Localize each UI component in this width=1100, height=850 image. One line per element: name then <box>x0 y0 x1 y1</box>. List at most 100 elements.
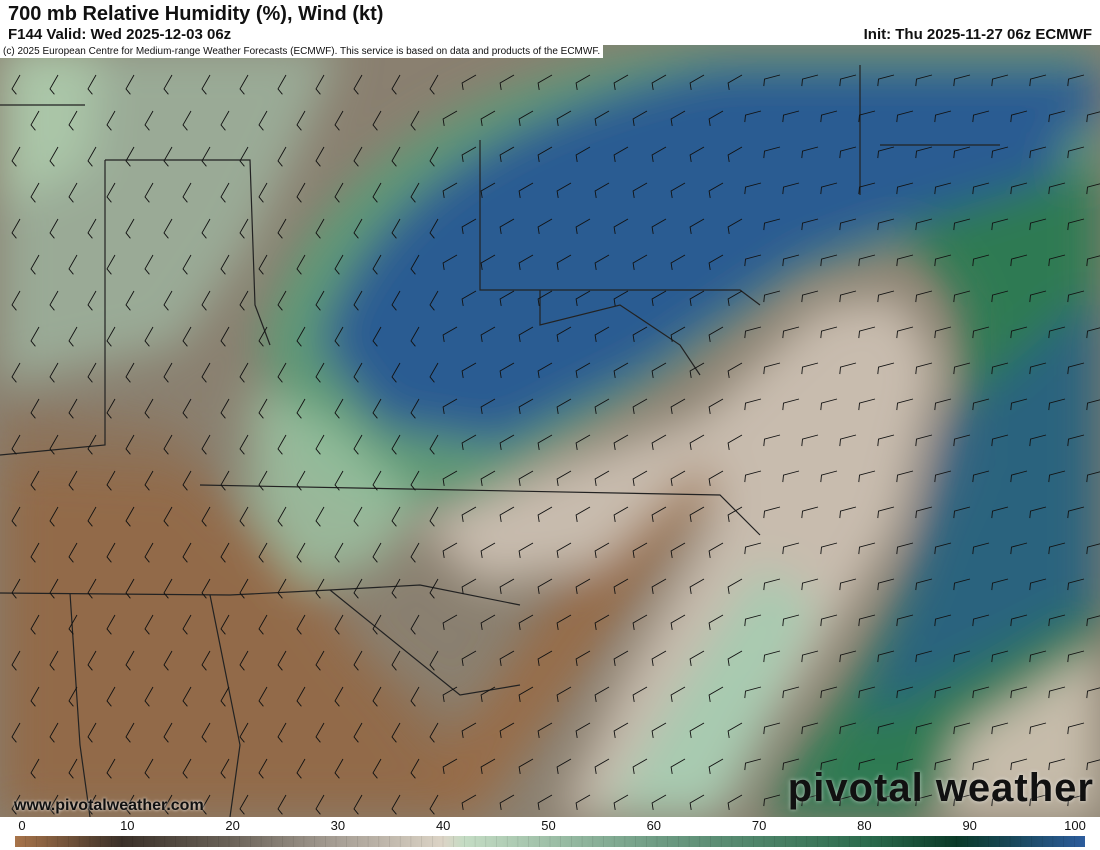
wind-barb <box>1029 650 1047 663</box>
wind-barb <box>839 218 857 231</box>
wind-barb <box>442 326 458 342</box>
wind-barb <box>68 110 78 131</box>
wind-barb <box>125 218 135 239</box>
wind-barb <box>991 218 1009 231</box>
wind-barb <box>11 722 21 743</box>
wind-barb <box>1029 290 1047 303</box>
wind-barb <box>708 398 724 414</box>
wind-barb <box>896 470 914 483</box>
wind-barb <box>689 506 705 522</box>
wind-barb <box>258 614 268 635</box>
wind-barb <box>744 326 762 339</box>
wind-barb <box>372 542 382 563</box>
wind-barb <box>915 362 933 375</box>
wind-barb <box>220 254 230 275</box>
wind-barb <box>87 434 97 455</box>
wind-barb <box>1029 506 1047 519</box>
wind-barb <box>839 434 857 447</box>
wind-barb <box>461 650 477 666</box>
wind-barb <box>518 686 534 702</box>
wind-barb <box>972 254 990 267</box>
wind-barb <box>594 758 610 774</box>
wind-barb <box>410 326 420 347</box>
wind-barb <box>182 398 192 419</box>
wind-barb <box>144 398 154 419</box>
wind-barb <box>1086 183 1100 195</box>
wind-barb <box>1010 686 1028 699</box>
wind-barb <box>30 542 40 563</box>
wind-barb <box>1086 255 1100 267</box>
wind-barb <box>727 506 743 522</box>
wind-barb <box>689 434 705 450</box>
wind-barb <box>239 794 249 815</box>
wind-barb <box>315 74 325 95</box>
wind-barb <box>575 218 591 234</box>
humidity-map[interactable] <box>0 45 1100 817</box>
wind-barb <box>125 650 135 671</box>
wind-barb <box>613 434 629 450</box>
wind-barb <box>182 614 192 635</box>
wind-barb <box>1029 794 1047 807</box>
wind-barb <box>896 398 914 411</box>
wind-barb <box>896 686 914 699</box>
wind-barb <box>11 218 21 239</box>
wind-barb <box>68 254 78 275</box>
wind-barb <box>727 146 743 162</box>
wind-barb <box>763 650 781 663</box>
wind-barb <box>972 470 990 483</box>
wind-barb <box>499 650 515 666</box>
wind-barb <box>353 506 363 527</box>
wind-barb <box>934 542 952 555</box>
wind-barb <box>972 182 990 195</box>
wind-barb <box>915 146 933 159</box>
wind-barb <box>877 578 895 591</box>
wind-barb <box>744 398 762 411</box>
wind-barb <box>163 650 173 671</box>
wind-barb <box>670 326 686 342</box>
wind-barb <box>334 254 344 275</box>
wind-barb <box>708 686 724 702</box>
wind-barb <box>1048 182 1066 195</box>
wind-barb <box>1086 399 1100 411</box>
wind-barb <box>1067 362 1085 375</box>
wind-barb <box>480 110 496 126</box>
wind-barb <box>220 326 230 347</box>
wind-barb <box>575 650 591 666</box>
wind-barb <box>442 182 458 198</box>
wind-barb <box>953 578 971 591</box>
wind-barb <box>106 182 116 203</box>
wind-barb <box>896 182 914 195</box>
wind-barb <box>239 290 249 311</box>
wind-barb <box>1010 326 1028 339</box>
wind-barb <box>163 362 173 383</box>
wind-barb <box>613 650 629 666</box>
wind-barb <box>201 794 211 815</box>
wind-barb <box>258 758 268 779</box>
wind-barb <box>372 182 382 203</box>
wind-barb <box>1067 74 1085 87</box>
wind-barb <box>613 146 629 162</box>
wind-barb <box>632 758 648 774</box>
wind-barb <box>315 362 325 383</box>
wind-barb <box>1029 74 1047 87</box>
wind-barb <box>744 614 762 627</box>
wind-barb <box>480 686 496 702</box>
wind-barb <box>632 470 648 486</box>
wind-barb <box>556 614 572 630</box>
wind-barb <box>144 542 154 563</box>
wind-barb <box>820 398 838 411</box>
wind-barb <box>87 578 97 599</box>
wind-barb <box>68 542 78 563</box>
wind-barb <box>461 218 477 234</box>
wind-barb <box>30 254 40 275</box>
wind-barb <box>315 434 325 455</box>
wind-barb <box>30 614 40 635</box>
wind-barb <box>499 146 515 162</box>
wind-barb <box>782 254 800 267</box>
wind-barb <box>839 290 857 303</box>
wind-barb <box>239 218 249 239</box>
wind-barb <box>632 182 648 198</box>
wind-barb <box>839 74 857 87</box>
colorbar <box>15 836 1085 847</box>
wind-barb <box>429 434 439 455</box>
